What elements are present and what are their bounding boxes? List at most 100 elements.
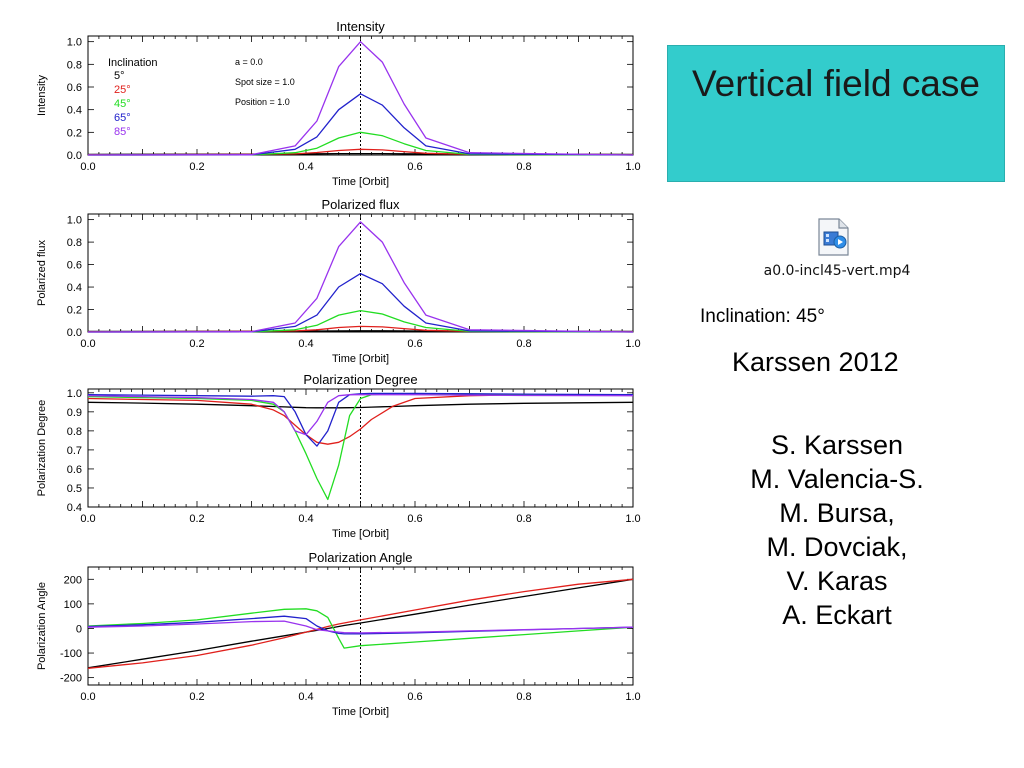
x-tick-label: 0.0: [80, 161, 95, 173]
parameters: a = 0.0 Spot size = 1.0 Position = 1.0: [235, 57, 295, 107]
y-tick-label: 0.2: [67, 305, 82, 317]
x-tick-label: 0.8: [516, 513, 531, 525]
x-tick-label: 0.4: [298, 338, 313, 350]
x-tick-label: 0.8: [516, 691, 531, 703]
y-tick-label: 0.4: [67, 105, 82, 117]
series-line-85°: [87, 620, 634, 634]
x-tick-label: 0.2: [189, 691, 204, 703]
author: A. Eckart: [782, 600, 892, 630]
y-tick-label: 0.2: [67, 127, 82, 139]
media-file-name[interactable]: a0.0-incl45-vert.mp4: [763, 263, 911, 279]
y-tick-label: 1.0: [67, 388, 82, 400]
y-tick-label: 0.0: [67, 327, 82, 339]
y-axis-label: Polarization Degree: [36, 400, 48, 497]
y-axis-label: Polarization Angle: [36, 582, 48, 670]
series-line-25°: [87, 148, 634, 156]
series-line-65°: [87, 392, 634, 447]
slide-title: Vertical field case: [692, 63, 980, 104]
series-line-25°: [87, 578, 634, 669]
author: V. Karas: [786, 566, 888, 596]
x-tick-label: 0.4: [298, 161, 313, 173]
x-tick-label: 0.6: [407, 691, 422, 703]
y-tick-label: 0.5: [67, 483, 82, 495]
reference: Karssen 2012: [732, 347, 899, 377]
y-axis-label: Polarized flux: [36, 239, 48, 306]
parameter-label: Position = 1.0: [235, 97, 290, 107]
series-line-45°: [87, 309, 634, 333]
x-tick-label: 1.0: [625, 161, 640, 173]
y-tick-label: 0.6: [67, 82, 82, 94]
x-tick-label: 0.2: [189, 513, 204, 525]
y-tick-label: 0.8: [67, 59, 82, 71]
y-tick-label: 0.4: [67, 502, 82, 514]
author: S. Karssen: [770, 430, 904, 460]
x-tick-label: 1.0: [625, 513, 640, 525]
inclination-note: Inclination: 45°: [700, 306, 825, 327]
x-axis-label: Time [Orbit]: [332, 528, 389, 540]
y-tick-label: 1.0: [67, 37, 82, 49]
legend-entry: 45°: [114, 98, 131, 110]
x-tick-label: 0.6: [407, 513, 422, 525]
chart-title: Polarization Degree: [303, 372, 417, 387]
y-tick-label: 0.6: [67, 260, 82, 272]
series-line-45°: [87, 131, 634, 156]
parameter-label: a = 0.0: [235, 57, 263, 67]
y-tick-label: -100: [60, 648, 82, 660]
chart-title: Polarization Angle: [308, 550, 412, 565]
x-tick-label: 0.8: [516, 161, 531, 173]
chart-title: Intensity: [336, 19, 385, 34]
y-tick-label: 200: [64, 574, 82, 586]
y-tick-label: 0.0: [67, 150, 82, 162]
y-tick-label: 0.8: [67, 237, 82, 249]
chart-panel-4: -200 -100 0 100 200 0.0 0.2 0.4 0.6 0.8 1.0 Polariz…: [36, 550, 641, 718]
series-line-65°: [87, 272, 634, 333]
chart-panel-2: 0.0 0.2 0.4 0.6 0.8 1.0 0.0 0.2 0.4 0.6 0.8 1.0 Pola…: [36, 197, 641, 365]
legend-entry: 25°: [114, 84, 131, 96]
author: M. Dovciak,: [766, 532, 908, 562]
x-tick-label: 0.8: [516, 338, 531, 350]
series-line-45°: [87, 608, 634, 649]
y-tick-label: 0: [76, 623, 82, 635]
y-tick-label: 1.0: [67, 215, 82, 227]
x-tick-label: 0.0: [80, 338, 95, 350]
y-tick-label: 0.6: [67, 464, 82, 476]
author: M. Bursa,: [779, 498, 895, 528]
x-tick-label: 1.0: [625, 691, 640, 703]
y-tick-label: 100: [64, 599, 82, 611]
y-tick-label: 0.8: [67, 426, 82, 438]
legend-entry: 5°: [114, 70, 125, 82]
video-file-icon[interactable]: [817, 218, 849, 256]
y-tick-label: 0.4: [67, 282, 82, 294]
x-tick-label: 0.4: [298, 513, 313, 525]
x-axis-label: Time [Orbit]: [332, 176, 389, 188]
y-axis-label: Intensity: [36, 75, 48, 116]
x-tick-label: 0.2: [189, 338, 204, 350]
series-line-85°: [87, 221, 634, 333]
chart-panel-1: 0.0 0.2 0.4 0.6 0.8 1.0 0.0 0.2 0.4 0.6 0.8 1.0 Inte…: [36, 19, 641, 188]
y-tick-label: 0.7: [67, 445, 82, 457]
legend-entry: 85°: [114, 126, 131, 138]
x-tick-label: 0.4: [298, 691, 313, 703]
x-tick-label: 0.0: [80, 513, 95, 525]
parameter-label: Spot size = 1.0: [235, 77, 295, 87]
legend-entry: 65°: [114, 112, 131, 124]
x-axis-label: Time [Orbit]: [332, 706, 389, 718]
x-tick-label: 1.0: [625, 338, 640, 350]
x-tick-label: 0.2: [189, 161, 204, 173]
x-tick-label: 0.6: [407, 338, 422, 350]
y-tick-label: 0.9: [67, 407, 82, 419]
x-axis-label: Time [Orbit]: [332, 353, 389, 365]
series-line-65°: [87, 93, 634, 156]
title-box: Vertical field case: [667, 45, 1005, 182]
x-tick-label: 0.0: [80, 691, 95, 703]
author: M. Valencia-S.: [750, 464, 924, 494]
series-line-25°: [87, 394, 633, 445]
series-line-85°: [87, 41, 634, 156]
series-line-5°: [87, 401, 634, 409]
x-tick-label: 0.6: [407, 161, 422, 173]
legend-title: Inclination: [108, 57, 158, 69]
chart-stack: 0.0 0.2 0.4 0.6 0.8 1.0 0.0 0.2 0.4 0.6 0.8 1.0 Inte…: [36, 19, 641, 718]
chart-panel-3: 0.4 0.5 0.6 0.7 0.8 0.9 1.0 0.0 0.2 0.4 0.6 0.8 1.0 P…: [36, 372, 641, 540]
author-list: S. Karssen M. Valencia-S. M. Bursa, M. D…: [712, 428, 962, 632]
